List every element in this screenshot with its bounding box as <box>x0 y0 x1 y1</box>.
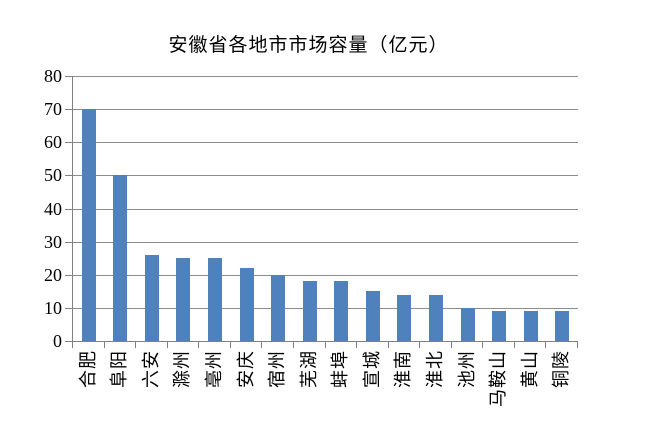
y-axis-label-10: 10 <box>44 297 62 318</box>
x-axis-label-池州: 池州 <box>456 350 477 388</box>
x-axis-tick-2 <box>135 342 137 348</box>
gridline-40 <box>73 208 578 210</box>
y-axis-label-60: 60 <box>44 132 62 153</box>
bar-淮北 <box>428 294 443 341</box>
bar-铜陵 <box>555 311 570 341</box>
bar-马鞍山 <box>492 311 507 341</box>
y-axis-tick-70 <box>65 109 72 111</box>
x-axis-label-黄山: 黄山 <box>519 350 540 388</box>
x-axis-label-芜湖: 芜湖 <box>298 350 319 388</box>
gridline-30 <box>73 241 578 243</box>
bar-滁州 <box>176 258 191 341</box>
x-axis-tick-12 <box>450 342 452 348</box>
bar-黄山 <box>523 311 538 341</box>
y-axis-label-50: 50 <box>44 165 62 186</box>
y-axis-label-80: 80 <box>44 66 62 86</box>
x-axis-tick-11 <box>419 342 421 348</box>
gridline-80 <box>73 76 578 77</box>
x-axis-label-合肥: 合肥 <box>77 350 98 388</box>
y-axis-label-20: 20 <box>44 264 62 285</box>
x-axis-tick-15 <box>545 342 547 348</box>
x-axis-tick-8 <box>324 342 326 348</box>
y-axis-tick-30 <box>65 241 72 243</box>
gridline-70 <box>73 109 578 111</box>
bar-宣城 <box>365 291 380 341</box>
gridline-60 <box>73 142 578 144</box>
x-axis-tick-9 <box>356 342 358 348</box>
gridline-10 <box>73 307 578 309</box>
x-axis-label-淮南: 淮南 <box>393 350 414 388</box>
y-axis-tick-0 <box>65 341 72 342</box>
x-axis-tick-0 <box>72 342 73 348</box>
y-axis-label-70: 70 <box>44 99 62 120</box>
bar-淮南 <box>397 294 412 341</box>
y-axis-tick-10 <box>65 307 72 309</box>
y-axis-label-0: 0 <box>53 331 62 351</box>
x-axis-label-铜陵: 铜陵 <box>551 350 572 388</box>
gridline-20 <box>73 274 578 276</box>
x-axis-label-亳州: 亳州 <box>204 350 225 388</box>
x-axis-label-马鞍山: 马鞍山 <box>488 350 509 407</box>
bar-合肥 <box>81 109 96 341</box>
x-axis-label-滁州: 滁州 <box>172 350 193 388</box>
x-axis-label-蚌埠: 蚌埠 <box>330 350 351 388</box>
gridline-50 <box>73 175 578 177</box>
plot-area <box>72 76 578 342</box>
x-axis-tick-10 <box>387 342 389 348</box>
y-axis-tick-50 <box>65 175 72 177</box>
x-axis-label-六安: 六安 <box>140 350 161 388</box>
y-axis-label-30: 30 <box>44 231 62 252</box>
x-axis-label-宣城: 宣城 <box>361 350 382 388</box>
bar-芜湖 <box>302 281 317 341</box>
bar-六安 <box>144 254 159 341</box>
x-axis-label-安庆: 安庆 <box>235 350 256 388</box>
y-axis-tick-60 <box>65 142 72 144</box>
x-axis-tick-16 <box>577 342 578 348</box>
bar-宿州 <box>271 274 286 341</box>
y-axis-label-40: 40 <box>44 198 62 219</box>
chart-title: 安徽省各地市市场容量（亿元） <box>168 35 449 56</box>
x-axis-label-淮北: 淮北 <box>424 350 445 388</box>
x-axis-tick-4 <box>198 342 200 348</box>
x-axis-tick-3 <box>166 342 168 348</box>
bar-池州 <box>460 307 475 341</box>
x-axis-label-阜阳: 阜阳 <box>109 350 130 388</box>
x-axis-tick-14 <box>513 342 515 348</box>
x-axis-tick-13 <box>482 342 484 348</box>
y-axis-tick-20 <box>65 274 72 276</box>
y-axis-tick-40 <box>65 208 72 210</box>
x-axis-label-宿州: 宿州 <box>267 350 288 388</box>
bar-蚌埠 <box>334 281 349 341</box>
bar-亳州 <box>208 258 223 341</box>
x-axis-tick-1 <box>103 342 105 348</box>
bar-安庆 <box>239 268 254 341</box>
y-axis-tick-80 <box>65 76 72 77</box>
x-axis-tick-5 <box>229 342 231 348</box>
x-axis-tick-7 <box>292 342 294 348</box>
x-axis-tick-6 <box>261 342 263 348</box>
bar-阜阳 <box>113 175 128 341</box>
